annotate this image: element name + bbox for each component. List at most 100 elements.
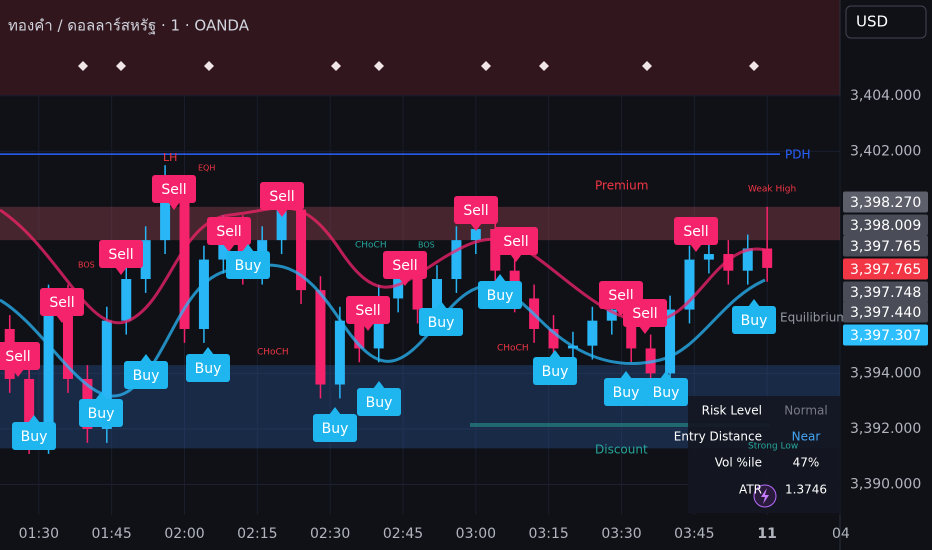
signal-label: Sell [49,295,74,311]
x-tick-label: 04 [832,526,850,542]
candle-body [742,248,753,271]
signal-pointer [549,350,561,358]
signal-pointer [690,244,702,252]
x-tick-label: 02:45 [383,526,423,542]
currency-button-label[interactable]: USD [856,13,888,31]
annotation: LH [163,151,177,164]
price-label-bg [843,258,928,280]
x-tick-label: 01:45 [91,526,131,542]
session-band [0,0,840,95]
signal-pointer [470,223,482,231]
x-tick-label: 03:45 [674,526,714,542]
signal-label: Buy [428,315,455,331]
signal-pointer [620,371,632,379]
signal-box [674,217,718,245]
candle-body [626,309,637,349]
annotation: CHoCH [497,344,529,354]
signal-box [644,378,688,406]
signal-box [124,361,168,389]
price-label: 3,397.307 [850,328,921,344]
candle-body [431,279,442,310]
candle-body [548,328,559,349]
candle-body [606,309,617,321]
candle-body [62,298,73,379]
signal-box [40,288,84,316]
signal-label: Sell [683,224,708,240]
signal-label: Sell [503,234,528,250]
dashboard-value: Near [792,430,821,444]
candle-body [179,198,190,329]
candle-body [762,248,773,268]
price-label-bg [843,301,928,323]
annotation: Strong Low [748,442,798,452]
candle-body [451,240,462,280]
dashboard-value: 47% [793,456,820,470]
signal-label: Buy [88,406,115,422]
price-label-bg [843,214,928,236]
signal-box [494,227,538,255]
annotation: PDH [785,148,811,162]
candle-body [587,320,598,346]
signal-label: Sell [392,258,417,274]
signal-box [533,357,577,385]
diamond-markers [78,61,759,71]
signal-label: Buy [133,368,160,384]
signal-pointer [399,278,411,286]
candle-body [665,309,676,374]
x-tick-label: 03:15 [528,526,568,542]
candle-body [101,320,112,429]
signal-label: Sell [632,306,657,322]
y-tick-label: 3,404.000 [850,88,921,104]
signal-box [79,399,123,427]
currency-button[interactable] [845,5,927,39]
candle-body [723,254,734,271]
signal-pointer [223,244,235,252]
signal-box [207,217,251,245]
x-tick-label: 02:30 [310,526,350,542]
price-label-bg [843,281,928,303]
signal-pointer [748,299,760,307]
signal-pointer [362,323,374,331]
signal-label: Buy [235,258,262,274]
candle-body [334,320,345,385]
signal-pointer [435,301,447,309]
candle-body [703,254,714,260]
signal-box [260,182,304,210]
signal-box [454,196,498,224]
signal-pointer [56,315,68,323]
dashboard-value: Normal [784,404,827,418]
price-label-bg [843,324,928,346]
signal-label: Buy [366,395,393,411]
signal-box [383,251,427,279]
signal-label: Buy [741,313,768,329]
y-tick-label: 3,392.000 [850,421,921,437]
price-label: 3,397.440 [850,305,921,321]
candle-body [470,229,481,241]
dashboard-value: 1.3746 [785,483,827,497]
signal-label: Sell [161,182,186,198]
signal-pointer [639,326,651,334]
x-tick-label: 03:00 [456,526,496,542]
signal-pointer [140,354,152,362]
signal-pointer [168,202,180,210]
atr-icon-bolt [761,488,769,504]
signal-box [478,281,522,309]
signal-box [623,299,667,327]
candle-body [237,229,248,271]
signal-pointer [242,244,254,252]
signal-label: Buy [21,429,48,445]
candle-body [393,265,404,299]
signal-pointer [95,392,107,400]
price-label-bg [843,235,928,257]
signal-box [152,175,196,203]
signal-box [12,422,56,450]
candle-body [354,320,365,349]
candle-body [296,209,307,291]
annotation: BOS [418,241,435,250]
signal-box [0,342,40,370]
annotation: Weak High [748,185,796,195]
signal-label: Sell [5,349,30,365]
signal-label: Buy [322,421,349,437]
candle-body [43,298,54,441]
